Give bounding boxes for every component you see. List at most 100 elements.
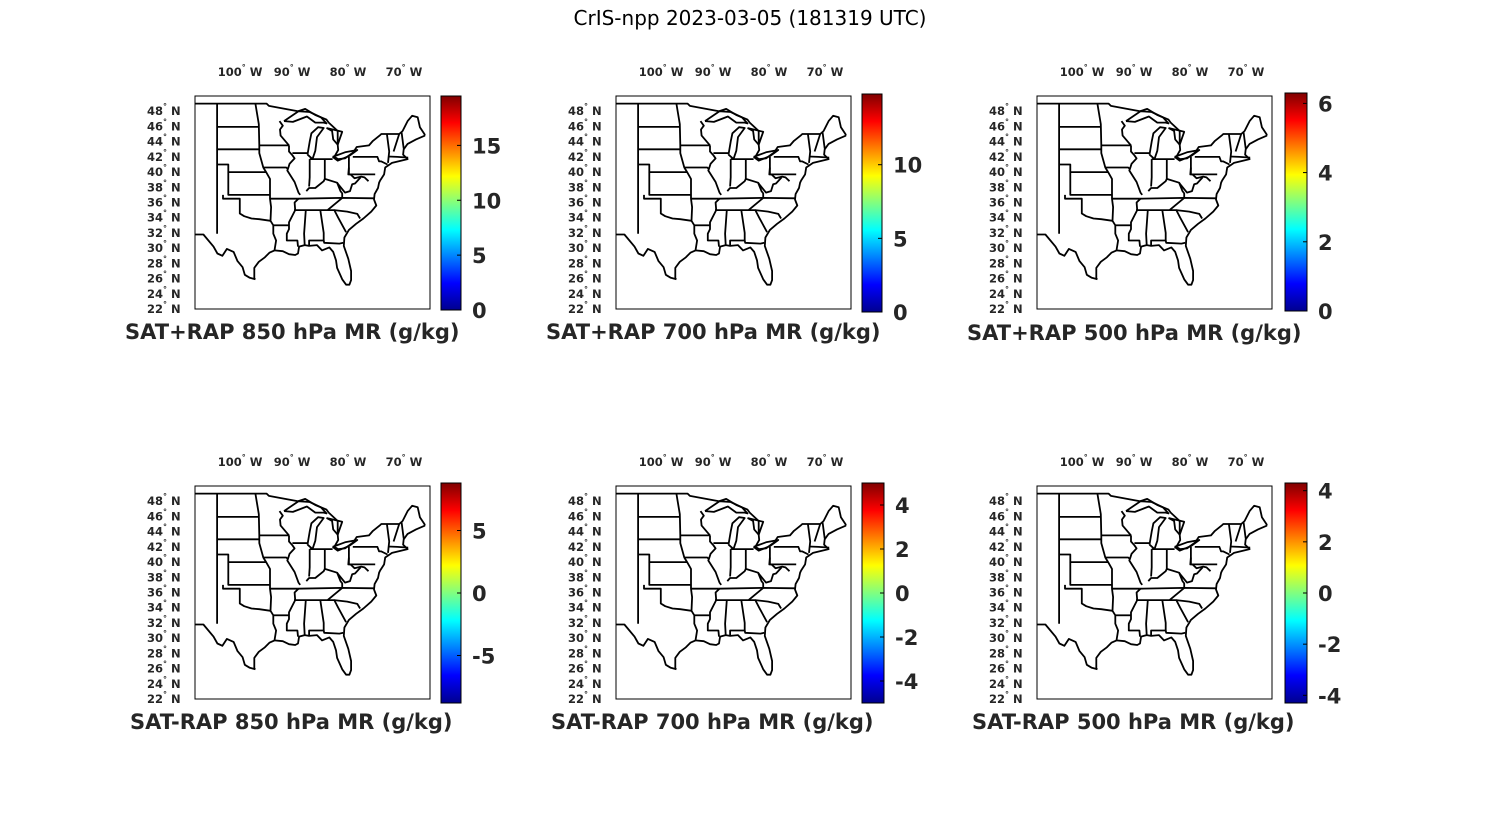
boundary-line xyxy=(773,156,809,166)
latitude-label: 36° N xyxy=(989,584,1023,600)
latitude-label: 32° N xyxy=(989,224,1023,240)
latitude-label: 36° N xyxy=(568,194,602,210)
boundary-line xyxy=(1150,159,1153,187)
state-boundaries xyxy=(195,492,426,676)
boundary-line xyxy=(334,599,361,609)
colorbar-tick-label: -4 xyxy=(895,670,918,694)
colorbar xyxy=(440,95,462,311)
boundary-line xyxy=(1229,545,1251,549)
boundary-line xyxy=(1147,568,1186,588)
latitude-label: 36° N xyxy=(989,194,1023,210)
latitude-label: 48° N xyxy=(568,102,602,118)
boundary-line xyxy=(217,163,267,173)
boundary-line xyxy=(616,233,677,281)
latitude-label: 26° N xyxy=(989,660,1023,676)
boundary-line xyxy=(1096,493,1119,641)
boundary-line xyxy=(305,568,344,588)
boundary-line xyxy=(1168,517,1186,536)
boundary-line xyxy=(285,588,300,637)
state-boundaries xyxy=(1037,492,1268,676)
boundary-line xyxy=(638,553,688,563)
latitude-label: 36° N xyxy=(147,194,181,210)
longitude-label: 80° W xyxy=(1172,453,1209,469)
boundary-line xyxy=(724,210,728,246)
boundary-line xyxy=(1150,549,1153,577)
boundary-line xyxy=(332,149,359,162)
latitude-label: 26° N xyxy=(989,270,1023,286)
latitude-label: 38° N xyxy=(147,568,181,584)
latitude-label: 36° N xyxy=(568,584,602,600)
boundary-line xyxy=(1096,103,1119,251)
boundary-line xyxy=(724,600,728,636)
boundary-line xyxy=(1148,516,1167,550)
boundary-line xyxy=(813,133,822,152)
panel-caption: SAT+RAP 850 hPa MR (g/kg) xyxy=(125,320,460,344)
latitude-label: 34° N xyxy=(147,209,181,225)
latitude-label: 40° N xyxy=(989,553,1023,569)
colorbar-tick-label: 5 xyxy=(893,227,908,251)
boundary-line xyxy=(326,517,344,536)
boundary-line xyxy=(1234,523,1243,542)
panel-caption: SAT+RAP 500 hPa MR (g/kg) xyxy=(967,321,1302,345)
boundary-line xyxy=(755,599,782,609)
boundary-line xyxy=(726,568,765,588)
map-area xyxy=(194,95,431,310)
boundary-line xyxy=(1069,172,1112,196)
boundary-line xyxy=(253,524,426,676)
boundary-line xyxy=(283,500,328,515)
boundary-line xyxy=(1169,599,1189,623)
latitude-label: 30° N xyxy=(568,239,602,255)
colorbar-tick-label: 2 xyxy=(895,538,910,562)
latitude-label: 42° N xyxy=(989,148,1023,164)
boundary-line xyxy=(743,630,765,635)
latitude-label: 28° N xyxy=(989,644,1023,660)
latitude-label: 24° N xyxy=(147,675,181,691)
boundary-line xyxy=(400,131,405,149)
boundary-line xyxy=(286,145,301,196)
boundary-line xyxy=(392,133,401,152)
longitude-label: 90° W xyxy=(274,453,311,469)
colorbar-tick-label: 4 xyxy=(1318,162,1333,186)
boundary-line xyxy=(808,155,830,159)
boundary-line xyxy=(1169,209,1189,233)
latitude-label: 28° N xyxy=(568,644,602,660)
latitude-label: 26° N xyxy=(568,660,602,676)
boundary-line xyxy=(699,510,711,536)
boundary-line xyxy=(1037,233,1098,281)
boundary-line xyxy=(327,599,347,623)
figure-title: CrIS-npp 2023-03-05 (181319 UTC) xyxy=(573,6,927,30)
boundary-line xyxy=(334,209,361,219)
boundary-line xyxy=(227,172,270,196)
boundary-line xyxy=(1228,133,1233,163)
boundary-line xyxy=(674,524,847,676)
longitude-label: 80° W xyxy=(1172,63,1209,79)
boundary-line xyxy=(1164,240,1186,245)
latitude-label: 40° N xyxy=(568,163,602,179)
boundary-line xyxy=(706,198,721,247)
boundary-line xyxy=(1069,562,1112,586)
boundary-line xyxy=(643,584,692,612)
colorbar-tick-label: 6 xyxy=(1318,92,1333,116)
boundary-line xyxy=(1234,133,1243,152)
colorbar-tick-label: 10 xyxy=(893,154,922,178)
latitude-label: 26° N xyxy=(147,270,181,286)
boundary-line xyxy=(757,176,783,194)
boundary-line xyxy=(1064,584,1113,612)
longitude-label: 70° W xyxy=(807,453,844,469)
boundary-line xyxy=(1128,145,1143,196)
boundary-line xyxy=(1120,510,1132,536)
boundary-line xyxy=(715,587,764,601)
boundary-line xyxy=(392,523,401,542)
latitude-label: 22° N xyxy=(989,690,1023,706)
boundary-line xyxy=(648,172,691,196)
boundary-line xyxy=(699,120,711,146)
boundary-line xyxy=(1145,600,1149,636)
boundary-line xyxy=(285,198,300,247)
boundary-line xyxy=(1037,623,1098,671)
boundary-line xyxy=(195,623,256,671)
latitude-label: 22° N xyxy=(147,300,181,316)
latitude-label: 28° N xyxy=(989,254,1023,270)
boundary-line xyxy=(306,516,325,550)
